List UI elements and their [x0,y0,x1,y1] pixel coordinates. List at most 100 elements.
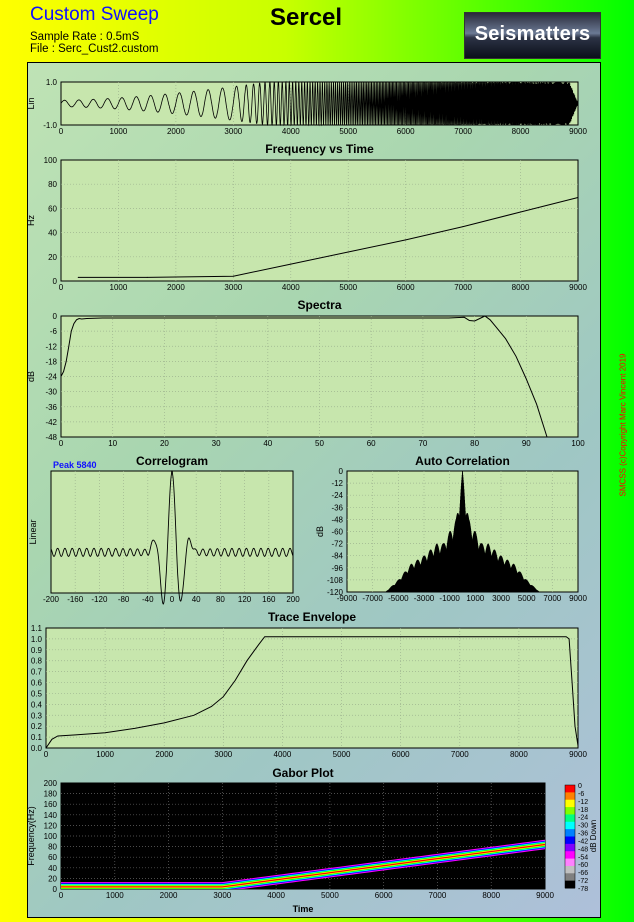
freq-xtick-label: 1000 [110,283,128,292]
colorbar-tick-label: -24 [578,815,588,822]
correlogram-xtick-label: -200 [43,595,60,604]
sweep-xtick-label: 3000 [224,127,242,136]
colorbar-segment [565,880,575,889]
sweep-title: Custom Sweep [30,4,159,25]
correlogram-xtick-label: -40 [142,595,154,604]
vibrator-title: Sercel [270,4,343,31]
frequency-point [462,226,464,228]
correlogram-ylabel: Linear [28,519,38,544]
autocorr-ytick-label: -60 [331,528,343,537]
colorbar-tick-label: -30 [578,823,588,830]
freq-ytick-label: 0 [53,277,58,286]
gabor-xtick-label: 7000 [429,891,447,900]
autocorr-ytick-label: -36 [331,503,343,512]
envelope-xtick-label: 2000 [155,750,173,759]
gabor-xtick-label: 5000 [321,891,339,900]
colorbar-tick-label: -48 [578,846,588,853]
sweep-xtick-label: 7000 [454,127,472,136]
spectra-xtick-label: 90 [522,439,531,448]
autocorr-trace [385,471,540,592]
autocorr-ytick-label: -120 [327,588,344,597]
autocorr-ylabel: dB [315,526,325,537]
spectra-xtick-label: 100 [571,439,585,448]
freq-ytick-label: 60 [48,204,57,213]
correlogram-xtick-label: 40 [192,595,201,604]
colorbar-segment [565,807,575,815]
autocorr-ytick-label: -24 [331,491,343,500]
autocorr-title: Auto Correlation [415,454,510,468]
autocorr-xtick-label: 7000 [543,594,561,603]
correlogram-xtick-label: -160 [67,595,84,604]
spectra-xtick-label: 30 [212,439,221,448]
gabor-xtick-label: 3000 [213,891,231,900]
gabor-ytick-label: 200 [44,779,58,788]
autocorr-xtick-label: -5000 [388,594,409,603]
spectra-ytick-label: -12 [45,342,57,351]
freq-plot-area [60,159,579,282]
freq-ylabel: Hz [26,215,36,226]
colorbar-tick-label: -36 [578,831,588,838]
colorbar-tick-label: 0 [578,783,582,790]
envelope-ytick-label: 0.0 [31,744,43,753]
colorbar-tick-label: -72 [578,878,588,885]
gabor-ytick-label: 20 [48,874,57,883]
colorbar-segment [565,792,575,801]
frequency-point [347,251,349,253]
correlogram-title: Correlogram [136,454,208,468]
colorbar-segment [565,843,575,852]
autocorr-xtick-label: -3000 [414,594,435,603]
spectra-ytick-label: -18 [45,357,57,366]
envelope-ytick-label: 0.4 [31,700,43,709]
gabor-ytick-label: 180 [44,790,58,799]
file-name-text: File : Serc_Cust2.custom [30,43,159,55]
colorbar-segment [565,821,575,830]
spectra-xtick-label: 70 [418,439,427,448]
correlogram-xtick-label: 0 [170,595,175,604]
envelope-title: Trace Envelope [268,610,356,624]
freq-xtick-label: 3000 [224,283,242,292]
colorbar-tick-label: -18 [578,807,588,814]
colorbar-segment [565,873,575,882]
freq-ytick-label: 20 [48,253,57,262]
frequency-point [520,211,522,213]
autocorr-ytick-label: -96 [331,564,343,573]
sweep-xtick-label: 1000 [110,127,128,136]
sweep-xtick-label: 4000 [282,127,300,136]
colorbar-tick-label: -66 [578,870,588,877]
colorbar-segment [565,814,575,823]
spectra-xtick-label: 50 [315,439,324,448]
sweep-xtick-label: 9000 [569,127,587,136]
spectrum-line [60,315,548,438]
gabor-xtick-label: 9000 [536,891,554,900]
spectra-ylabel: dB [26,371,36,382]
spectra-ytick-label: -6 [50,327,58,336]
sample-rate-text: Sample Rate : 0.5mS [30,31,140,43]
sweep-xtick-label: 5000 [339,127,357,136]
colorbar-segment [565,858,575,867]
autocorr-xtick-label: 9000 [569,594,587,603]
gabor-xtick-label: 2000 [160,891,178,900]
freq-xtick-label: 0 [59,283,64,292]
autocorr-ytick-label: -108 [327,576,344,585]
freq-xtick-label: 9000 [569,283,587,292]
sweep-xtick-label: 2000 [167,127,185,136]
colorbar-segment [565,785,575,793]
envelope-line [45,636,579,749]
freq-xtick-label: 4000 [282,283,300,292]
correlogram-xtick-label: -120 [91,595,108,604]
colorbar-tick-label: -6 [578,791,584,798]
colorbar-segment [565,851,575,860]
gabor-ytick-label: 0 [53,885,58,894]
gabor-ytick-label: 40 [48,864,57,873]
correlogram-xtick-label: 160 [262,595,276,604]
colorbar-segment [565,836,575,845]
spectra-xtick-label: 40 [263,439,272,448]
spectra-xtick-label: 20 [160,439,169,448]
gabor-ridge-band [61,841,545,889]
autocorr-ytick-label: 0 [339,467,344,476]
gabor-plot-area [60,782,546,890]
spectra-ytick-label: -24 [45,373,57,382]
envelope-xtick-label: 1000 [96,750,114,759]
gabor-ytick-label: 160 [44,800,58,809]
gabor-ytick-label: 80 [48,843,57,852]
